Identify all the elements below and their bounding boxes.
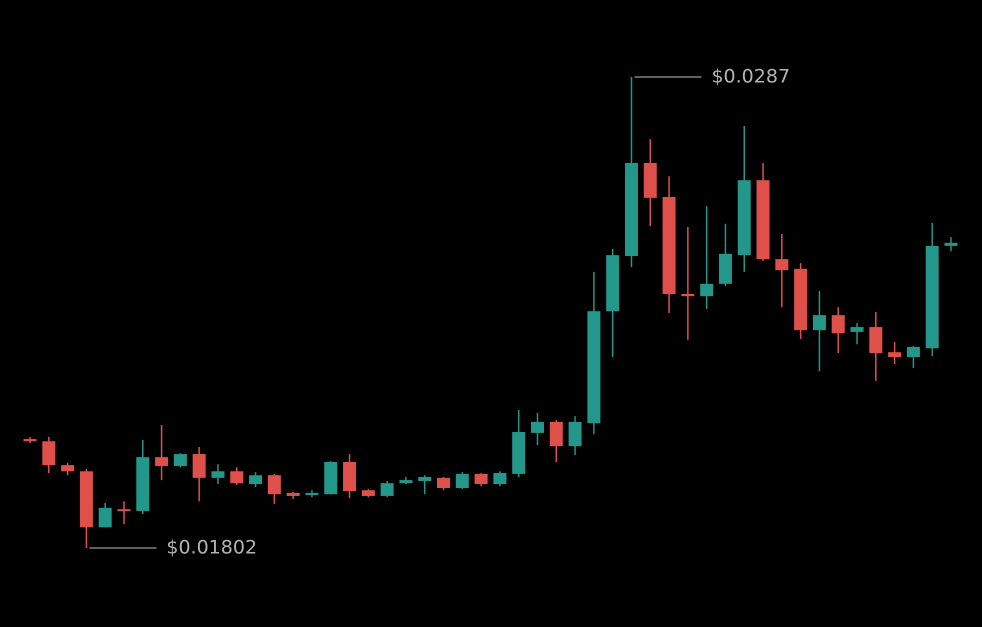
candle-body bbox=[794, 268, 808, 331]
candle-body bbox=[23, 439, 37, 442]
candle-body bbox=[61, 465, 75, 472]
candle-body bbox=[211, 471, 225, 478]
candle-body bbox=[192, 454, 206, 478]
candle-body bbox=[437, 477, 451, 489]
candle-body bbox=[42, 441, 56, 466]
candle-body bbox=[230, 471, 244, 484]
annotation-label: $0.0287 bbox=[711, 66, 790, 88]
candle-body bbox=[361, 490, 375, 496]
candle-body bbox=[173, 454, 187, 466]
candle-body bbox=[906, 346, 920, 358]
candle-body bbox=[79, 471, 93, 528]
candle-body bbox=[624, 162, 638, 257]
candle-body bbox=[455, 473, 469, 489]
candle-body bbox=[662, 196, 676, 294]
candle-body bbox=[343, 462, 357, 492]
candle-body bbox=[530, 421, 544, 433]
candle-body bbox=[756, 180, 770, 260]
candle-body bbox=[117, 509, 131, 512]
candle-body bbox=[380, 483, 394, 496]
candle-body bbox=[249, 475, 263, 485]
candle-body bbox=[850, 327, 864, 332]
candle-body bbox=[493, 473, 507, 485]
candle-body bbox=[399, 480, 413, 484]
candle-body bbox=[944, 242, 958, 246]
candle-body bbox=[155, 457, 169, 466]
candle-body bbox=[549, 421, 563, 447]
candle-body bbox=[136, 457, 150, 511]
candle-body bbox=[718, 253, 732, 284]
candle-body bbox=[925, 245, 939, 349]
candle-body bbox=[888, 352, 902, 358]
candle-body bbox=[512, 432, 526, 474]
candle-body bbox=[812, 315, 826, 331]
candle-body bbox=[681, 293, 695, 297]
annotation-label: $0.01802 bbox=[166, 537, 257, 559]
candle-body bbox=[737, 180, 751, 256]
candle-body bbox=[606, 255, 620, 312]
candle-body bbox=[643, 162, 657, 198]
candle-body bbox=[700, 283, 714, 297]
candle-body bbox=[869, 327, 883, 354]
candle-body bbox=[474, 473, 488, 485]
candle-body bbox=[775, 259, 789, 271]
candle-body bbox=[587, 311, 601, 424]
candle-body bbox=[286, 492, 300, 496]
candle-body bbox=[418, 476, 432, 481]
candle-body bbox=[831, 315, 845, 334]
candle-body bbox=[568, 421, 582, 447]
candle-body bbox=[98, 507, 112, 528]
candle-body bbox=[324, 462, 338, 495]
candle-body bbox=[267, 475, 281, 495]
candle-body bbox=[305, 492, 319, 496]
